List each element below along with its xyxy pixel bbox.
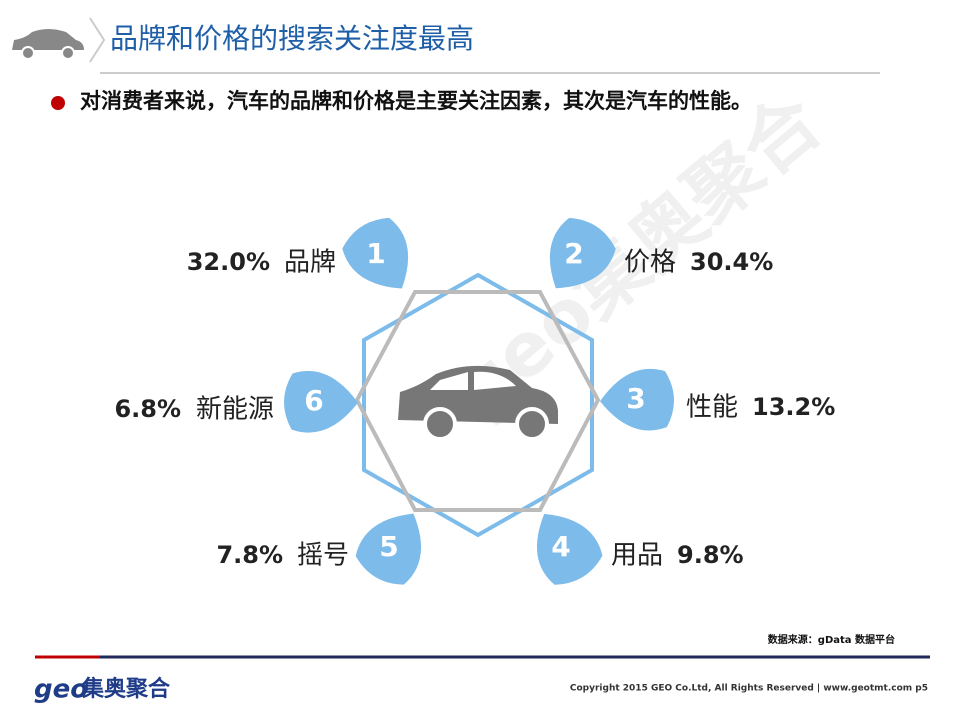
- item-label: 用品: [611, 541, 663, 571]
- petal: [284, 371, 358, 433]
- item-value: 32.0%: [187, 248, 270, 276]
- petal: [549, 217, 616, 289]
- petal-number: 4: [551, 530, 570, 563]
- item-value: 13.2%: [752, 393, 835, 421]
- items: 1 品牌 32.0% 2 价格 30.4% 3 性能 13.2% 4 用品 9.8% 5 摇号 7.8% 6新…: [114, 217, 835, 585]
- center-car: [398, 365, 558, 441]
- petal-number: 5: [379, 530, 398, 563]
- title: 品牌和价格的搜索关注度最高: [110, 22, 474, 55]
- item-label: 性能: [686, 393, 738, 423]
- copyright: Copyright 2015 GEO Co.Ltd, All Rights Re…: [570, 684, 928, 694]
- petal: [600, 368, 674, 431]
- header-car-icon: [12, 29, 84, 60]
- hexagon-blue: [362, 272, 594, 538]
- petal: [536, 513, 603, 585]
- logo-cn: 集奥聚合: [81, 676, 171, 702]
- item-value: 9.8%: [677, 541, 744, 569]
- logo-latin: geo: [34, 675, 88, 705]
- source: 数据来源：gData 数据平台: [768, 633, 895, 646]
- item-value: 6.8%: [114, 395, 181, 423]
- item-label: 价格: [624, 248, 676, 278]
- bullet-box: 对消费者来说，汽车的品牌和价格是主要关注因素，其次是汽车的性能。: [80, 89, 752, 113]
- petal-number: 3: [626, 382, 645, 415]
- item-label: 新能源: [196, 395, 274, 425]
- hexagon-gray: [354, 290, 601, 512]
- petal-number: 2: [564, 237, 583, 270]
- bullet-text: 对消费者来说，汽车的品牌和价格是主要关注因素，其次是汽车的性能。: [80, 89, 752, 113]
- petal: [355, 513, 422, 585]
- item-label: 摇号: [297, 541, 349, 571]
- petal-number: 1: [366, 237, 385, 270]
- item-value: 7.8%: [216, 541, 283, 569]
- header-chevron: [89, 17, 106, 63]
- item-value: 30.4%: [690, 248, 773, 276]
- petal: [342, 217, 409, 289]
- petal-number: 6: [304, 384, 323, 417]
- bullet-dot: [51, 96, 65, 110]
- item-label: 品牌: [284, 248, 336, 278]
